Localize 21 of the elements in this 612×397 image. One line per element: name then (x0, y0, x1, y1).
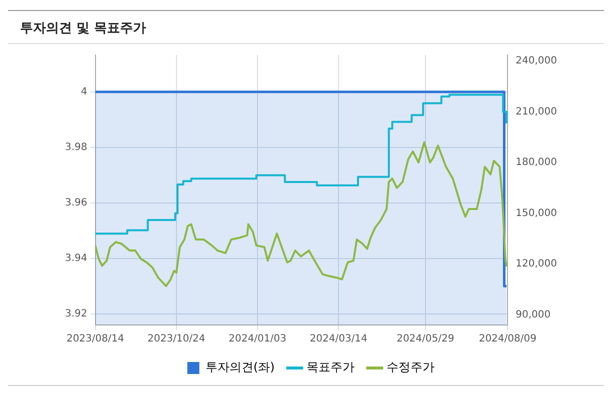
y2-tick-label: 180,000 (516, 157, 558, 168)
legend-label: 수정주가 (386, 360, 435, 374)
x-tick-label: 2024/03/14 (310, 334, 368, 345)
y-tick-label: 3.94 (65, 252, 88, 264)
legend-label: 투자의견(좌) (205, 360, 275, 374)
y-tick-label: 4 (80, 86, 88, 98)
y-tick-label: 3.92 (65, 308, 88, 320)
legend-label: 목표주가 (306, 360, 355, 374)
y2-tick-label: 210,000 (516, 106, 558, 118)
y-tick-label: 3.96 (65, 197, 88, 208)
y-tick-label: 3.98 (65, 142, 88, 153)
x-tick-label: 2024/05/29 (396, 334, 454, 345)
y2-tick-label: 240,000 (516, 56, 558, 67)
x-tick-label: 2023/08/14 (66, 334, 124, 345)
y2-tick-label: 150,000 (516, 208, 558, 219)
y2-tick-label: 120,000 (516, 258, 558, 270)
y2-tick-label: 90,000 (516, 309, 551, 320)
x-tick-label: 2023/10/24 (148, 334, 206, 345)
x-tick-label: 2024/01/03 (228, 334, 286, 345)
chart-title: 투자의견 및 목표주가 (20, 20, 146, 37)
x-tick-label: 2024/08/09 (478, 334, 536, 345)
